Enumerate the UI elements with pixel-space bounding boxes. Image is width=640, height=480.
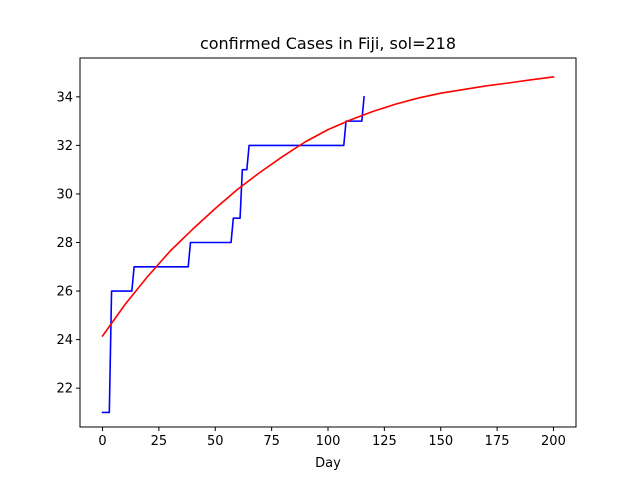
x-tick-label: 175 bbox=[485, 434, 510, 449]
fitted-curve-line bbox=[101, 76, 555, 338]
chart-title: confirmed Cases in Fiji, sol=218 bbox=[200, 34, 456, 53]
x-tick-label: 0 bbox=[98, 434, 106, 449]
x-tick-label: 200 bbox=[541, 434, 566, 449]
x-tick-label: 150 bbox=[428, 434, 453, 449]
plot-area bbox=[80, 58, 576, 427]
y-tick-label: 34 bbox=[56, 90, 73, 105]
x-tick-label: 25 bbox=[151, 434, 168, 449]
y-tick-label: 24 bbox=[56, 333, 73, 348]
y-tick-label: 32 bbox=[56, 139, 73, 154]
y-tick-label: 28 bbox=[56, 236, 73, 251]
x-tick-label: 75 bbox=[263, 434, 280, 449]
x-tick-label: 50 bbox=[207, 434, 224, 449]
y-tick-label: 22 bbox=[56, 382, 73, 397]
y-tick-label: 30 bbox=[56, 187, 73, 202]
x-axis-label: Day bbox=[315, 456, 341, 471]
x-axis-ticks: 0 25 50 75 100 125 150 175 200 bbox=[98, 427, 566, 449]
confirmed-cases-line bbox=[101, 95, 365, 414]
y-axis-ticks: 22 24 26 28 30 32 34 bbox=[56, 90, 80, 397]
series-layer bbox=[101, 76, 555, 414]
x-tick-label: 125 bbox=[372, 434, 397, 449]
y-tick-label: 26 bbox=[56, 285, 73, 300]
x-tick-label: 100 bbox=[316, 434, 341, 449]
